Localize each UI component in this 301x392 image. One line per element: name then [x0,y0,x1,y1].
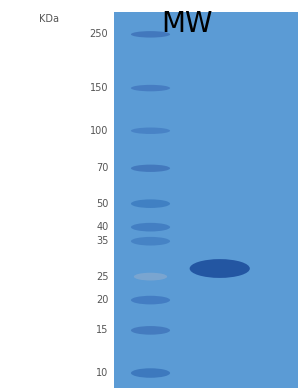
Ellipse shape [131,165,170,172]
Ellipse shape [131,223,170,231]
Ellipse shape [131,237,170,245]
Ellipse shape [131,85,170,91]
Text: 15: 15 [96,325,108,336]
Ellipse shape [134,273,167,281]
Text: 40: 40 [96,222,108,232]
Ellipse shape [131,200,170,208]
Text: 250: 250 [90,29,108,39]
Text: 25: 25 [96,272,108,281]
Ellipse shape [131,368,170,378]
Text: 10: 10 [96,368,108,378]
Text: MW: MW [161,10,213,38]
Ellipse shape [131,31,170,38]
Text: 150: 150 [90,83,108,93]
Text: 50: 50 [96,199,108,209]
Text: 35: 35 [96,236,108,246]
Bar [114,12,298,388]
Text: 70: 70 [96,163,108,173]
Ellipse shape [131,296,170,305]
Ellipse shape [190,259,250,278]
Text: KDa: KDa [39,14,59,24]
Ellipse shape [131,127,170,134]
Ellipse shape [131,326,170,335]
Text: 100: 100 [90,126,108,136]
Text: 20: 20 [96,295,108,305]
